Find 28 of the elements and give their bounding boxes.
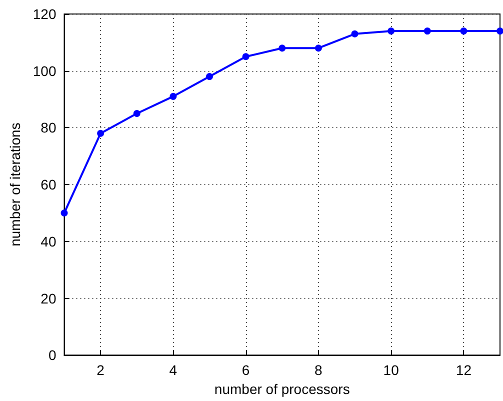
point: [460, 28, 468, 35]
point: [60, 209, 68, 216]
y-tick-label: 20: [40, 290, 56, 306]
x-tick-label: 12: [456, 362, 472, 378]
x-axis-title: number of processors: [214, 381, 350, 397]
point: [278, 44, 286, 52]
point: [170, 92, 177, 100]
y-tick-label: 0: [48, 347, 56, 364]
x-tick-label: 4: [169, 362, 178, 378]
y-tick-label: 100: [32, 62, 56, 79]
y-tick-label: 60: [40, 176, 56, 193]
y-tick-label: 80: [40, 120, 56, 136]
x-tick-label: 8: [314, 362, 323, 378]
point: [314, 44, 322, 52]
point: [424, 28, 431, 35]
point: [97, 130, 104, 137]
x-tick-label: 6: [242, 362, 250, 378]
y-tick-label: 40: [40, 233, 56, 250]
point: [206, 73, 214, 80]
point: [351, 30, 358, 38]
point: [242, 53, 250, 60]
y-axis-title: number of iterations: [7, 122, 23, 246]
point: [496, 28, 503, 35]
x-tick-label: 2: [96, 362, 105, 378]
x-tick-label: 10: [383, 362, 400, 378]
point: [388, 28, 395, 35]
y-tick-label: 120: [32, 6, 56, 22]
point: [133, 110, 140, 117]
